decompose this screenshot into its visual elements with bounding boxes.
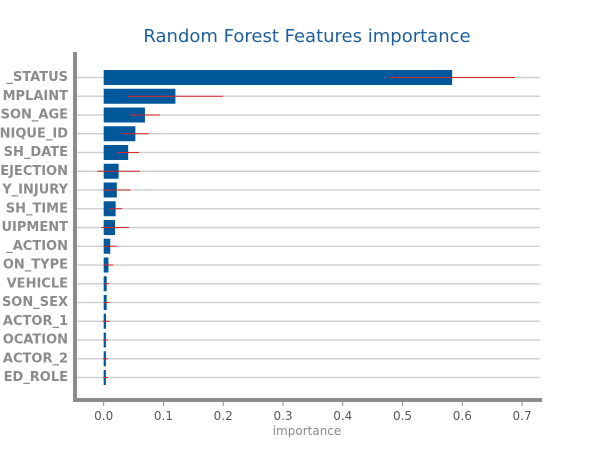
y-tick-label: ON_TYPE: [3, 258, 68, 273]
x-tick-label: 0.3: [273, 409, 292, 423]
x-ticks: 0.0 0.1 0.2 0.3 0.4 0.5 0.6 0.7: [94, 402, 532, 423]
x-axis-label: importance: [273, 424, 342, 438]
y-tick-label: SH_TIME: [6, 201, 68, 216]
y-tick-label: MPLAINT: [3, 89, 69, 104]
y-tick-label: SON_AGE: [1, 108, 68, 123]
y-tick-label: OCATION: [3, 333, 68, 348]
bar: [103, 107, 145, 123]
y-tick-label: _STATUS: [6, 70, 68, 85]
y-tick-label: EJECTION: [0, 164, 68, 179]
x-tick-label: 0.7: [513, 409, 532, 423]
axes: [73, 52, 542, 402]
bar: [103, 145, 129, 160]
y-tick-label: UIPMENT: [2, 220, 69, 235]
y-tick-label: VEHICLE: [7, 276, 68, 291]
grid-lines: [75, 76, 540, 379]
y-tick-labels: _STATUS MPLAINT SON_AGE NIQUE_ID SH_DATE EJEC…: [0, 70, 69, 385]
x-tick-label: 0.2: [214, 409, 233, 423]
x-tick-label: 0.1: [154, 409, 173, 423]
x-tick-label: 0.0: [94, 409, 113, 423]
x-tick-label: 0.4: [333, 409, 352, 423]
y-tick-label: ED_ROLE: [4, 370, 68, 385]
y-tick-label: SH_DATE: [4, 145, 68, 160]
bar: [103, 126, 136, 142]
y-tick-label: Y_INJURY: [1, 183, 68, 198]
y-tick-label: SON_SEX: [2, 295, 68, 310]
x-tick-label: 0.5: [393, 409, 412, 423]
y-tick-label: ACTOR_2: [3, 351, 68, 366]
error-bars: [97, 77, 515, 378]
x-tick-label: 0.6: [453, 409, 472, 423]
y-tick-label: ACTOR_1: [3, 314, 68, 329]
y-tick-label: NIQUE_ID: [0, 126, 68, 141]
y-tick-label: _ACTION: [6, 239, 68, 254]
bar: [103, 70, 453, 85]
chart-title: Random Forest Features importance: [143, 26, 470, 47]
